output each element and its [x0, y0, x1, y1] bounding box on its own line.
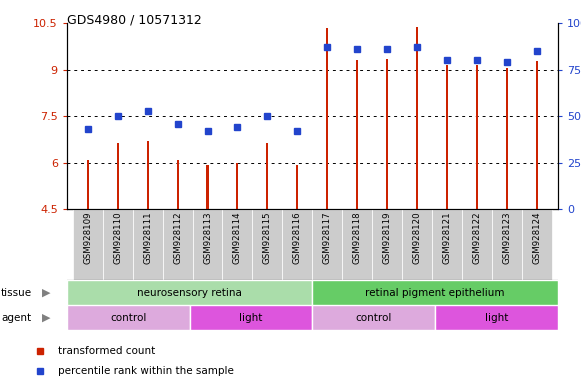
Text: GSM928114: GSM928114 [233, 212, 242, 264]
Bar [416, 27, 418, 209]
Text: control: control [110, 313, 146, 323]
Bar [462, 209, 492, 280]
Bar [206, 165, 209, 209]
Bar [296, 165, 299, 209]
Text: GSM928111: GSM928111 [143, 212, 152, 264]
Text: GSM928117: GSM928117 [323, 212, 332, 264]
Text: GSM928123: GSM928123 [503, 212, 511, 264]
Bar [189, 305, 313, 330]
Bar [435, 305, 558, 330]
Text: GSM928113: GSM928113 [203, 212, 212, 264]
Text: neurosensory retina: neurosensory retina [137, 288, 242, 298]
Bar [313, 209, 342, 280]
Text: ▶: ▶ [42, 313, 51, 323]
Bar [356, 60, 358, 209]
Text: light: light [239, 313, 263, 323]
Text: GSM928112: GSM928112 [173, 212, 182, 264]
Bar [536, 61, 538, 209]
Text: transformed count: transformed count [58, 346, 155, 356]
Text: GSM928121: GSM928121 [443, 212, 451, 264]
Text: ▶: ▶ [42, 288, 51, 298]
Text: agent: agent [1, 313, 31, 323]
Bar [67, 305, 189, 330]
Bar [282, 209, 313, 280]
Text: GSM928115: GSM928115 [263, 212, 272, 264]
Bar [386, 59, 388, 209]
Bar [506, 68, 508, 209]
Text: GSM928118: GSM928118 [353, 212, 362, 264]
Bar [73, 209, 103, 280]
Bar [192, 209, 223, 280]
Bar [326, 28, 328, 209]
Bar [236, 163, 238, 209]
Text: GSM928119: GSM928119 [383, 212, 392, 264]
Text: light: light [485, 313, 508, 323]
Bar [372, 209, 402, 280]
Bar [492, 209, 522, 280]
Bar [177, 160, 178, 209]
Text: control: control [356, 313, 392, 323]
Bar [223, 209, 252, 280]
Bar [146, 141, 149, 209]
Bar [476, 65, 478, 209]
Bar [313, 280, 558, 305]
Text: GSM928110: GSM928110 [113, 212, 122, 264]
Text: GDS4980 / 10571312: GDS4980 / 10571312 [67, 13, 202, 26]
Text: tissue: tissue [1, 288, 33, 298]
Bar [266, 142, 268, 209]
Bar [252, 209, 282, 280]
Bar [342, 209, 372, 280]
Bar [402, 209, 432, 280]
Bar [163, 209, 192, 280]
Text: GSM928116: GSM928116 [293, 212, 302, 264]
Text: GSM928124: GSM928124 [532, 212, 541, 264]
Text: retinal pigment epithelium: retinal pigment epithelium [365, 288, 505, 298]
Bar [67, 280, 313, 305]
Bar [313, 305, 435, 330]
Bar [446, 65, 448, 209]
Bar [432, 209, 462, 280]
Bar [117, 142, 119, 209]
Bar [103, 209, 132, 280]
Text: GSM928120: GSM928120 [413, 212, 422, 264]
Bar [522, 209, 552, 280]
Text: percentile rank within the sample: percentile rank within the sample [58, 366, 234, 376]
Text: GSM928122: GSM928122 [472, 212, 482, 264]
Bar [132, 209, 163, 280]
Bar [87, 160, 89, 209]
Text: GSM928109: GSM928109 [83, 212, 92, 264]
